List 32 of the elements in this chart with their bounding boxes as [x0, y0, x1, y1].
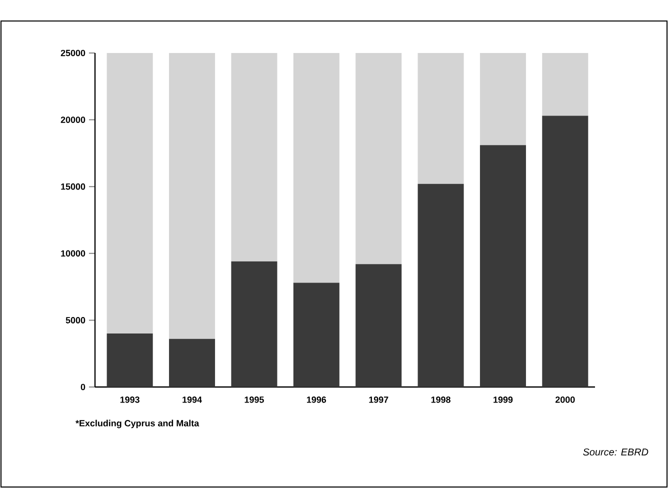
- bar: [418, 52, 464, 184]
- bar: [480, 145, 526, 387]
- y-tick-label: 25000: [60, 50, 86, 56]
- x-tick-label: 1998: [431, 396, 450, 403]
- bar: [293, 282, 340, 387]
- bar: [293, 52, 340, 283]
- bar: [418, 184, 464, 387]
- bar: [542, 52, 588, 116]
- bar: [480, 52, 526, 146]
- bar: [106, 334, 153, 387]
- source-note: Source: EBRD: [583, 448, 648, 456]
- x-tick-label: 1994: [182, 396, 202, 403]
- bar: [231, 52, 278, 262]
- x-tick-label: 1999: [494, 396, 513, 403]
- x-tick-label: 1997: [369, 396, 388, 403]
- x-tick-label: 1995: [244, 396, 264, 403]
- bar: [169, 52, 216, 339]
- bar: [542, 116, 588, 387]
- x-tick-label: 1996: [306, 396, 326, 403]
- x-tick-label: 1993: [120, 396, 140, 403]
- bar: [356, 52, 402, 264]
- bar: [169, 338, 216, 387]
- y-tick-label: 15000: [61, 183, 86, 190]
- y-tick-label: 10000: [61, 250, 86, 257]
- x-tick-label: 2000: [555, 396, 575, 403]
- bar: [231, 261, 278, 387]
- text: *Excluding Cyprus and Malta: [76, 420, 200, 428]
- y-tick-label: 5000: [66, 317, 86, 324]
- bar: [356, 264, 402, 387]
- y-tick-label: 0: [80, 384, 86, 390]
- y-tick-label: 20000: [60, 116, 86, 123]
- bar: [106, 52, 153, 334]
